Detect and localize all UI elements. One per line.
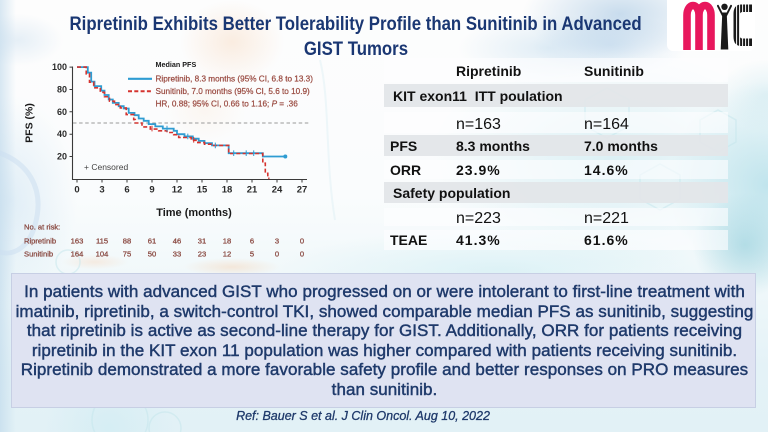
svg-text:0: 0: [300, 250, 304, 259]
svg-text:9: 9: [149, 185, 154, 196]
svg-text:+ Censored: + Censored: [84, 162, 128, 172]
svg-text:Ripretinib: Ripretinib: [24, 237, 56, 246]
svg-text:HR, 0.88; 95% CI, 0.66 to 1.16: HR, 0.88; 95% CI, 0.66 to 1.16; P = .36: [156, 100, 299, 109]
svg-text:164: 164: [71, 250, 84, 259]
svg-text:0: 0: [300, 237, 304, 246]
svg-text:12: 12: [223, 250, 231, 259]
svg-text:104: 104: [96, 250, 109, 259]
svg-text:27: 27: [297, 185, 308, 196]
svg-text:Sunitinib, 7.0 months (95% CI,: Sunitinib, 7.0 months (95% CI, 5.6 to 10…: [156, 87, 311, 96]
svg-text:6: 6: [250, 237, 254, 246]
svg-text:100: 100: [52, 62, 67, 72]
svg-text:15: 15: [197, 185, 208, 196]
svg-text:46: 46: [173, 237, 181, 246]
svg-text:61: 61: [148, 237, 156, 246]
svg-text:18: 18: [223, 237, 231, 246]
svg-text:Ripretinib, 8.3 months (95% CI: Ripretinib, 8.3 months (95% CI, 6.8 to 1…: [156, 75, 314, 84]
svg-text:24: 24: [272, 185, 283, 196]
svg-text:No. at risk:: No. at risk:: [24, 223, 60, 232]
svg-text:80: 80: [57, 85, 67, 95]
svg-text:0: 0: [74, 185, 79, 196]
svg-text:115: 115: [96, 237, 108, 246]
svg-text:20: 20: [57, 152, 67, 162]
svg-text:75: 75: [123, 250, 131, 259]
svg-text:5: 5: [250, 250, 254, 259]
svg-text:0: 0: [275, 250, 279, 259]
svg-text:Median PFS: Median PFS: [156, 60, 197, 69]
svg-text:60: 60: [57, 107, 67, 117]
svg-text:6: 6: [124, 185, 129, 196]
svg-text:Time (months): Time (months): [156, 207, 232, 219]
svg-text:21: 21: [247, 185, 258, 196]
svg-text:88: 88: [123, 237, 131, 246]
svg-text:33: 33: [173, 250, 181, 259]
svg-text:Sunitinib: Sunitinib: [24, 250, 53, 259]
svg-text:23: 23: [198, 250, 206, 259]
svg-text:163: 163: [71, 237, 84, 246]
svg-text:50: 50: [148, 250, 156, 259]
svg-text:18: 18: [222, 185, 233, 196]
svg-text:31: 31: [198, 237, 206, 246]
svg-text:40: 40: [57, 129, 67, 139]
svg-text:3: 3: [275, 237, 279, 246]
svg-text:PFS (%): PFS (%): [24, 103, 36, 143]
svg-text:3: 3: [99, 185, 104, 196]
svg-text:12: 12: [172, 185, 183, 196]
